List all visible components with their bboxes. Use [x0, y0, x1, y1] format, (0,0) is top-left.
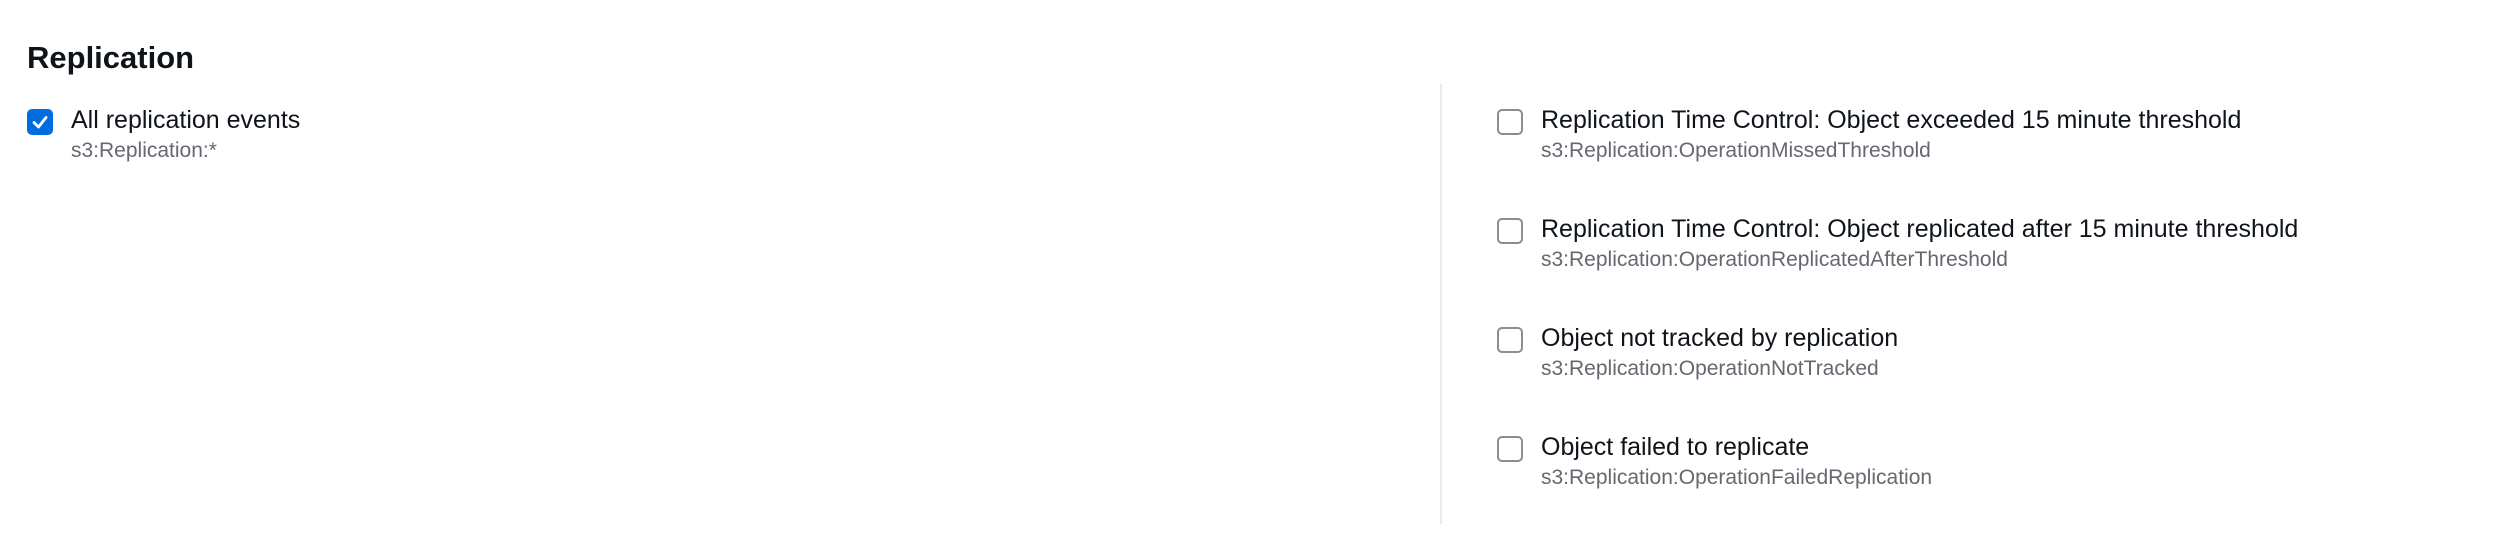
event-type-name: s3:Replication:OperationFailedReplicatio… — [1541, 466, 1933, 489]
option-text: Replication Time Control: Object replica… — [1541, 212, 2298, 274]
event-type-name: s3:Replication:OperationMissedThreshold — [1541, 139, 1931, 162]
checkbox-object-not-tracked[interactable]: Object not tracked by replication s3:Rep… — [1497, 321, 1898, 383]
event-type-name: s3:Replication:* — [71, 139, 217, 162]
option-label: Object failed to replicate — [1541, 433, 1810, 461]
check-icon — [32, 116, 48, 129]
option-text: Replication Time Control: Object exceede… — [1541, 103, 2241, 165]
checkbox-all-replication-events[interactable]: All replication events s3:Replication:* — [27, 103, 300, 165]
section-title: Replication — [27, 39, 195, 75]
event-type-name: s3:Replication:OperationNotTracked — [1541, 357, 1879, 380]
checkbox-rtc-missed-threshold[interactable]: Replication Time Control: Object exceede… — [1497, 103, 2241, 165]
option-text: Object failed to replicate s3:Replicatio… — [1541, 430, 1932, 492]
option-label: Object not tracked by replication — [1541, 324, 1899, 352]
checkbox-box[interactable] — [1497, 109, 1523, 135]
option-label: Replication Time Control: Object replica… — [1541, 215, 2299, 243]
column-divider — [1440, 84, 1442, 524]
checkbox-box[interactable] — [27, 109, 53, 135]
checkbox-rtc-replicated-after-threshold[interactable]: Replication Time Control: Object replica… — [1497, 212, 2298, 274]
option-label: Replication Time Control: Object exceede… — [1541, 106, 2242, 134]
checkbox-box[interactable] — [1497, 327, 1523, 353]
checkbox-object-failed-to-replicate[interactable]: Object failed to replicate s3:Replicatio… — [1497, 430, 1932, 492]
checkbox-box[interactable] — [1497, 218, 1523, 244]
option-text: Object not tracked by replication s3:Rep… — [1541, 321, 1898, 383]
checkbox-box[interactable] — [1497, 436, 1523, 462]
event-type-name: s3:Replication:OperationReplicatedAfterT… — [1541, 248, 2008, 271]
option-label: All replication events — [71, 106, 301, 134]
option-text: All replication events s3:Replication:* — [71, 103, 300, 165]
